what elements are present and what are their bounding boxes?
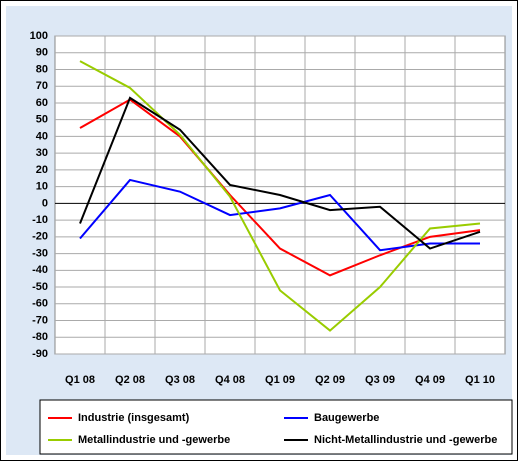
y-tick-label: 70 [36,80,48,92]
y-tick-label: -10 [32,214,48,226]
legend-label: Industrie (insgesamt) [78,412,190,424]
y-tick-label: -40 [32,264,48,276]
y-tick-label: -60 [32,298,48,310]
x-tick-label: Q2 09 [315,374,345,386]
y-tick-label: 20 [36,164,48,176]
y-tick-label: 90 [36,47,48,59]
y-tick-label: 40 [36,130,48,142]
series-line [79,98,481,277]
y-tick-label: 50 [36,114,48,126]
y-tick-label: -20 [32,231,48,243]
y-tick-label: -80 [32,331,48,343]
legend-label: Metallindustrie und -gewerbe [78,434,230,446]
y-tick-label: 80 [36,63,48,75]
x-tick-label: Q4 08 [215,374,245,386]
y-tick-label: 30 [36,147,48,159]
x-tick-label: Q3 09 [365,374,395,386]
x-tick-label: Q1 08 [65,374,95,386]
legend-label: Nicht-Metallindustrie und -gewerbe [314,434,497,446]
series-line [79,60,481,332]
series-line [79,178,480,252]
y-tick-label: 100 [30,30,48,42]
x-tick-label: Q4 09 [415,374,445,386]
y-tick-label: -50 [32,281,48,293]
y-tick-label: 0 [42,197,48,209]
y-tick-label: -70 [32,314,48,326]
x-tick-label: Q1 10 [465,374,495,386]
x-tick-label: Q3 08 [165,374,195,386]
x-tick-label: Q1 09 [265,374,295,386]
series-line [79,96,481,250]
y-tick-label: -30 [32,247,48,259]
y-tick-label: 60 [36,97,48,109]
legend-box [39,399,513,455]
legend-label: Baugewerbe [314,412,379,424]
x-tick-label: Q2 08 [115,374,145,386]
y-tick-label: 10 [36,181,48,193]
y-tick-label: -90 [32,348,48,360]
